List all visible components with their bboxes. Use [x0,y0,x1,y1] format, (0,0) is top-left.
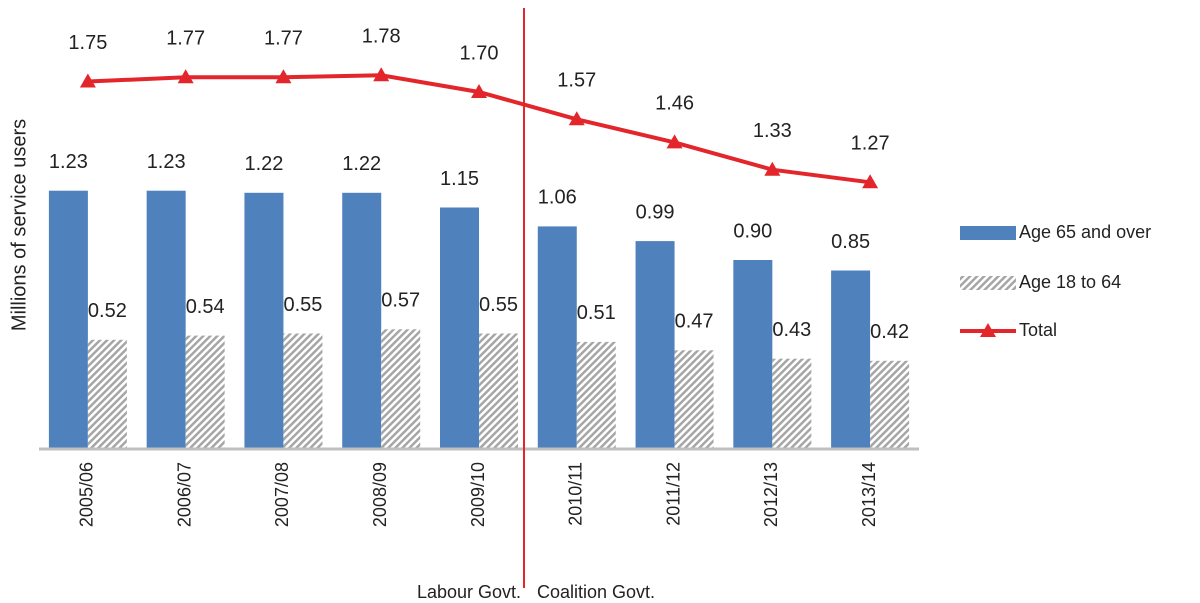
data-label: 1.70 [460,42,499,64]
bar [733,260,773,449]
data-label: 1.78 [362,25,401,47]
data-label: 1.27 [851,133,890,155]
data-label: 0.52 [88,300,127,322]
data-label: 0.99 [636,201,675,223]
marker [666,134,683,149]
data-label: 1.06 [538,187,577,209]
data-label: 0.85 [831,231,870,253]
marker [862,174,879,189]
bar [185,335,225,449]
marker [79,73,96,88]
data-label: 1.23 [147,151,186,173]
bar [831,270,871,449]
data-label: 1.77 [264,28,303,50]
data-label: 1.23 [49,151,88,173]
annotation: Labour Govt. [417,582,521,602]
x-tick-label: 2013/14 [859,462,879,527]
data-label: 0.55 [479,294,518,316]
y-axis-label: Millions of service users [8,119,30,331]
bar [772,358,812,449]
x-tick-label: 2008/09 [370,462,390,527]
data-label: 0.51 [577,302,616,324]
bar [576,341,616,449]
bar [244,192,284,450]
x-tick-label: 2009/10 [468,462,488,527]
marker [568,111,585,126]
marker [373,67,390,82]
x-tick-label: 2005/06 [77,462,97,527]
data-label: 0.43 [772,319,811,341]
x-tick-label: 2006/07 [174,462,194,527]
legend-swatch [980,323,996,337]
legend-label: Age 65 and over [1019,222,1151,242]
bar [146,190,186,449]
bar [283,333,323,449]
bar [870,360,910,449]
marker [764,161,781,176]
bar [479,333,518,449]
data-label: 0.47 [675,311,714,333]
data-label: 1.22 [244,153,283,175]
data-label: 1.33 [753,120,792,142]
legend-label: Total [1019,320,1057,340]
data-label: 0.57 [381,290,420,312]
data-label: 0.90 [733,220,772,242]
data-label: 1.77 [166,28,205,50]
bar [48,190,88,449]
x-tick-label: 2007/08 [272,462,292,527]
data-label: 0.42 [870,321,909,343]
legend-label: Age 18 to 64 [1019,272,1121,292]
data-label: 1.75 [68,32,107,54]
marker [275,69,292,84]
x-tick-label: 2010/11 [566,462,586,526]
data-label: 1.46 [655,93,694,115]
data-label: 1.15 [440,168,479,190]
legend-swatch [960,276,1016,290]
data-label: 0.55 [283,294,322,316]
data-label: 1.22 [342,153,381,175]
data-label: 1.57 [557,70,596,92]
bar [87,339,127,449]
bar [381,329,421,449]
x-tick-label: 2011/12 [663,462,683,526]
bar [537,226,577,449]
marker [471,84,487,98]
bar [342,192,382,450]
x-tick-label: 2012/13 [761,462,781,527]
bar [674,350,714,449]
annotation: Coalition Govt. [537,582,655,602]
legend-swatch [960,226,1016,240]
bar [635,241,675,449]
data-label: 0.54 [186,296,225,318]
marker [177,69,194,84]
bar [440,207,479,449]
